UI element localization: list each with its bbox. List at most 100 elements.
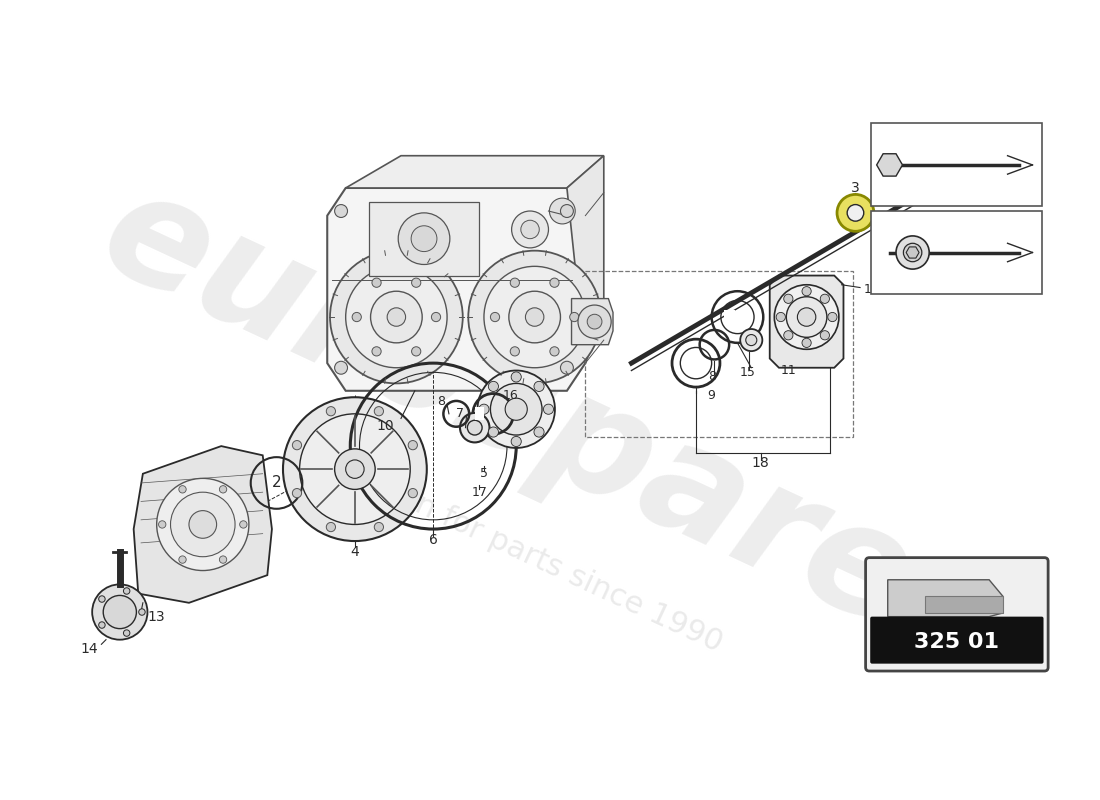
Circle shape [783, 294, 793, 303]
Circle shape [156, 478, 249, 570]
Circle shape [219, 556, 227, 563]
Circle shape [374, 522, 384, 532]
Circle shape [488, 427, 498, 437]
Circle shape [139, 609, 145, 615]
Circle shape [240, 521, 248, 528]
FancyBboxPatch shape [870, 617, 1044, 664]
Text: 2: 2 [880, 212, 888, 225]
Circle shape [99, 622, 106, 628]
Circle shape [334, 449, 375, 490]
Text: 14: 14 [80, 642, 98, 656]
Circle shape [821, 330, 829, 340]
Text: 5: 5 [480, 467, 488, 480]
Circle shape [123, 630, 130, 636]
Text: 1: 1 [965, 166, 974, 179]
Circle shape [293, 441, 301, 450]
Circle shape [505, 398, 527, 420]
Circle shape [219, 486, 227, 493]
Circle shape [468, 420, 482, 435]
Circle shape [777, 313, 785, 322]
Circle shape [170, 492, 235, 557]
Text: 6: 6 [429, 533, 438, 547]
Circle shape [371, 291, 422, 343]
FancyBboxPatch shape [866, 558, 1048, 671]
Text: 325 01: 325 01 [914, 631, 1000, 651]
Circle shape [896, 236, 929, 269]
Text: 13: 13 [147, 610, 165, 624]
Circle shape [334, 362, 348, 374]
Circle shape [92, 584, 147, 640]
Circle shape [283, 398, 427, 541]
Polygon shape [770, 275, 844, 368]
Circle shape [510, 278, 519, 287]
Circle shape [774, 285, 839, 350]
Circle shape [570, 313, 579, 322]
Text: 12: 12 [864, 283, 880, 296]
Bar [871, 123, 1042, 206]
Text: 3: 3 [880, 124, 888, 138]
Circle shape [847, 205, 864, 221]
Circle shape [334, 205, 348, 218]
Polygon shape [936, 162, 961, 181]
Circle shape [123, 588, 130, 594]
Circle shape [783, 330, 793, 340]
Text: 18: 18 [751, 456, 769, 470]
Polygon shape [925, 596, 1003, 613]
Polygon shape [572, 298, 613, 345]
Circle shape [802, 286, 811, 296]
Circle shape [802, 338, 811, 347]
Circle shape [158, 521, 166, 528]
Circle shape [491, 383, 542, 435]
Circle shape [179, 486, 186, 493]
Circle shape [512, 372, 521, 382]
Circle shape [179, 556, 186, 563]
Circle shape [561, 205, 573, 218]
Text: 7: 7 [455, 407, 464, 420]
Circle shape [488, 382, 498, 391]
Text: 9: 9 [707, 389, 716, 402]
Circle shape [550, 278, 559, 287]
Text: a passion for parts since 1990: a passion for parts since 1990 [297, 437, 727, 658]
Circle shape [408, 441, 417, 450]
Circle shape [798, 308, 816, 326]
Circle shape [512, 437, 521, 446]
Circle shape [491, 313, 499, 322]
Circle shape [99, 596, 106, 602]
Polygon shape [906, 247, 920, 258]
Circle shape [372, 278, 382, 287]
Circle shape [509, 291, 561, 343]
Circle shape [543, 404, 553, 414]
Circle shape [561, 362, 573, 374]
Polygon shape [327, 188, 585, 390]
Polygon shape [475, 407, 484, 420]
Polygon shape [566, 156, 604, 363]
Bar [871, 211, 1042, 294]
Circle shape [746, 334, 757, 346]
Circle shape [484, 266, 585, 368]
Circle shape [469, 250, 601, 383]
Circle shape [411, 226, 437, 251]
Text: 11: 11 [780, 364, 796, 377]
Circle shape [431, 313, 441, 322]
Polygon shape [877, 154, 902, 176]
Circle shape [477, 370, 554, 448]
Circle shape [512, 211, 549, 248]
Circle shape [345, 460, 364, 478]
Text: 15: 15 [739, 366, 756, 379]
Circle shape [293, 489, 301, 498]
Text: eurospares: eurospares [79, 156, 1018, 699]
Circle shape [828, 313, 837, 322]
Circle shape [534, 427, 544, 437]
Circle shape [330, 250, 463, 383]
Circle shape [327, 406, 336, 416]
Circle shape [786, 297, 827, 338]
Text: 10: 10 [377, 419, 395, 433]
Text: 8: 8 [708, 370, 716, 383]
Circle shape [549, 198, 575, 224]
Text: 16: 16 [503, 389, 518, 402]
Circle shape [327, 522, 336, 532]
Circle shape [189, 510, 217, 538]
Bar [368, 202, 480, 275]
Text: 2: 2 [272, 475, 282, 490]
Circle shape [408, 489, 417, 498]
